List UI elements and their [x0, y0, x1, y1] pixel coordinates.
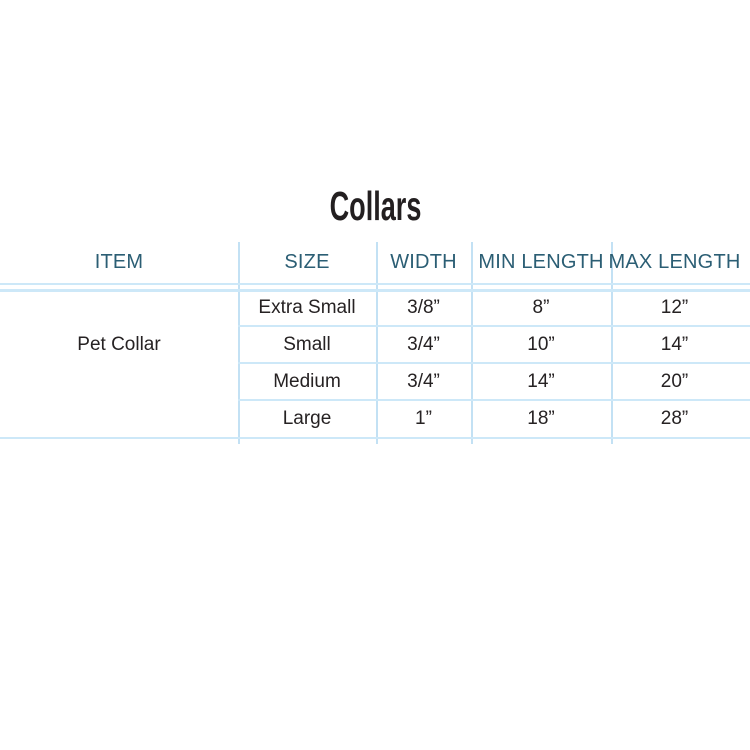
- column-header-item: ITEM: [94, 251, 144, 273]
- size-cell: Large: [282, 408, 332, 429]
- column-header-max-length: MAX LENGTH: [608, 251, 741, 273]
- column-divider-width-min: [471, 242, 473, 444]
- column-header-width: WIDTH: [390, 251, 457, 273]
- header-double-rule-top: [0, 283, 750, 285]
- page-title: Collars: [329, 183, 421, 229]
- row-separator-3: [238, 399, 750, 401]
- min-length-cell: 18”: [527, 408, 555, 429]
- max-length-cell: 14”: [660, 333, 689, 355]
- row-separator-1: [238, 325, 750, 327]
- width-cell: 3/4”: [407, 333, 440, 355]
- max-length-cell: 28”: [660, 408, 689, 429]
- size-cell: Medium: [273, 370, 341, 392]
- min-length-cell: 14”: [527, 370, 555, 392]
- width-cell: 3/8”: [407, 297, 440, 318]
- row-separator-2: [238, 362, 750, 364]
- page-title-container: Collars: [0, 186, 750, 227]
- max-length-cell: 20”: [660, 370, 689, 392]
- column-divider-size-width: [376, 242, 378, 444]
- column-divider-min-max: [611, 242, 613, 444]
- table-bottom-rule: [0, 437, 750, 439]
- size-cell: Small: [283, 333, 331, 355]
- item-name-cell: Pet Collar: [77, 333, 161, 355]
- min-length-cell: 8”: [532, 297, 550, 318]
- column-header-min-length: MIN LENGTH: [478, 251, 604, 273]
- size-cell: Extra Small: [258, 297, 356, 318]
- width-cell: 1”: [415, 408, 432, 429]
- column-divider-item-size: [238, 242, 240, 444]
- min-length-cell: 10”: [527, 333, 555, 355]
- header-double-rule-bottom: [0, 289, 750, 292]
- width-cell: 3/4”: [407, 370, 440, 392]
- column-header-size: SIZE: [284, 251, 330, 273]
- max-length-cell: 12”: [660, 297, 689, 318]
